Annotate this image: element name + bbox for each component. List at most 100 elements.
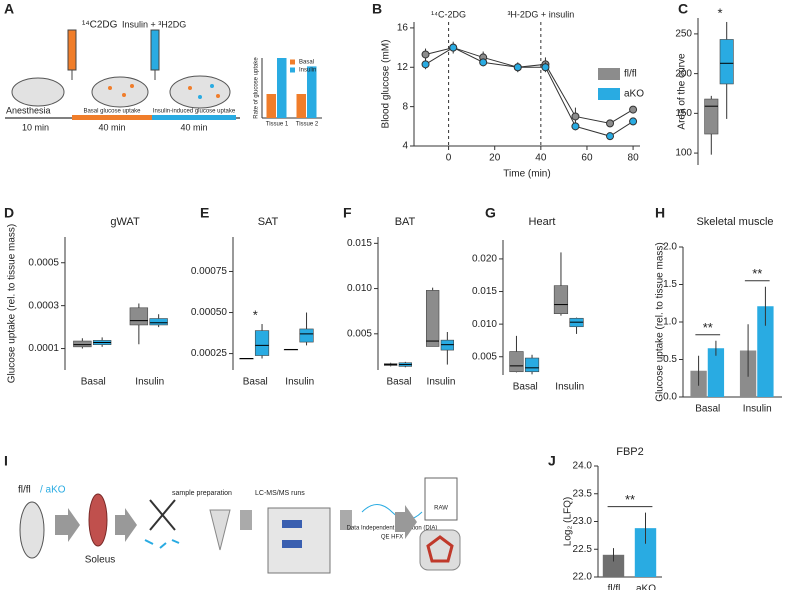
legend-label: Basal [299, 60, 314, 66]
label: LC-MS/MS runs [255, 490, 305, 497]
mouse [169, 75, 231, 109]
x-tick-label: 80 [628, 153, 640, 164]
label: sample preparation [172, 490, 232, 497]
y-tick-label: 0.020 [472, 254, 497, 265]
point [629, 117, 638, 126]
x-tick-label: fl/fl [608, 584, 621, 590]
fragments [144, 539, 180, 549]
label: RAW [434, 506, 448, 512]
y-tick-label: 22.0 [573, 572, 593, 583]
label: Insulin-induced glucose uptake [153, 109, 236, 115]
y-axis-label: Glucose uptake (rel. to tissue mass) [655, 242, 666, 402]
panel-letter: E [200, 205, 209, 221]
label: fl/fl [18, 485, 31, 496]
panel-letter: D [4, 205, 14, 221]
panel-letter: H [655, 205, 665, 221]
tube [209, 509, 231, 551]
panel-letter: F [343, 205, 352, 221]
y-axis-label: Log₂ (LFQ) [563, 497, 574, 546]
annotation: * [253, 307, 258, 322]
y-tick-label: 0.010 [347, 283, 372, 294]
label: QE HFX [381, 535, 403, 541]
point [606, 119, 615, 128]
point [571, 112, 580, 121]
y-tick-label: 22.5 [573, 544, 593, 555]
y-tick-label: 0.00075 [191, 266, 228, 277]
point [629, 105, 638, 114]
y-axis-label: Glucose uptake (rel. to tissue mass) [7, 224, 18, 384]
x-tick-label: Insulin [427, 377, 456, 388]
y-tick-label: 24.0 [573, 461, 593, 472]
line [425, 47, 634, 137]
y-tick-label: 100 [675, 148, 692, 159]
y-tick-label: 0.005 [347, 328, 372, 339]
chart-title: SAT [258, 216, 279, 228]
annotation: * [717, 5, 722, 20]
dot [122, 93, 126, 97]
chart-title: BAT [395, 216, 416, 228]
timeline-phase [72, 115, 152, 120]
panel-letter: J [548, 453, 556, 469]
x-tick-label: Tissue 2 [296, 122, 319, 128]
point [421, 50, 430, 59]
syringe [150, 29, 160, 71]
panel-letter: G [485, 205, 496, 221]
x-tick-label: Basal [81, 377, 106, 388]
y-tick-label: 1.0 [663, 317, 677, 328]
y-tick-label: 2.0 [663, 242, 677, 253]
y-tick-label: 0.0001 [28, 343, 59, 354]
y-tick-label: 0.015 [347, 238, 372, 249]
legend-swatch [598, 68, 620, 80]
annotation: ** [703, 320, 713, 335]
point [479, 58, 488, 67]
bar [296, 94, 306, 118]
x-tick-label: 20 [489, 153, 501, 164]
label: 40 min [180, 122, 207, 132]
y-tick-label: 1.5 [663, 279, 677, 290]
legend-label: Insulin [299, 68, 316, 74]
x-tick-label: Basal [513, 382, 538, 393]
legend-swatch [598, 88, 620, 100]
x-tick-label: 60 [581, 153, 593, 164]
x-tick-label: Basal [695, 404, 720, 415]
bar [757, 306, 774, 397]
bar [307, 66, 317, 118]
label: Data Independent Aquisition (DIA) [347, 526, 438, 532]
point [571, 122, 580, 131]
label: / aKO [40, 485, 66, 496]
syringe [67, 29, 77, 71]
y-axis-label: Rate of glucose uptake [254, 57, 260, 119]
y-tick-label: 0.005 [472, 351, 497, 362]
y-tick-label: 0.010 [472, 319, 497, 330]
chart-title: Skeletal muscle [696, 216, 773, 228]
y-tick-label: 250 [675, 29, 692, 40]
label: ¹⁴C2DG [82, 20, 118, 31]
instrument-panel [282, 520, 302, 528]
label: 40 min [98, 122, 125, 132]
bar [602, 554, 625, 577]
y-tick-label: 0.0 [663, 392, 677, 403]
instrument-panel [282, 540, 302, 548]
box [509, 351, 524, 373]
dot [216, 94, 220, 98]
separator [240, 510, 252, 530]
panel-i-schematic: fl/fl / aKO Soleus sample preparation LC… [18, 477, 461, 574]
bar [277, 58, 287, 118]
box [425, 290, 440, 347]
x-tick-label: Insulin [285, 377, 314, 388]
dot [130, 84, 134, 88]
box [553, 285, 569, 314]
dot [198, 95, 202, 99]
dot [188, 86, 192, 90]
mouse [91, 76, 149, 108]
annotation: ** [625, 492, 635, 507]
annotation: ¹⁴C-2DG [431, 9, 466, 19]
mouse [11, 77, 65, 107]
x-tick-label: Insulin [555, 382, 584, 393]
box [299, 328, 314, 343]
x-tick-label: Tissue 1 [266, 122, 289, 128]
box [149, 318, 168, 326]
legend-label: aKO [624, 89, 644, 100]
chart-title: gWAT [110, 216, 140, 228]
dot [210, 84, 214, 88]
